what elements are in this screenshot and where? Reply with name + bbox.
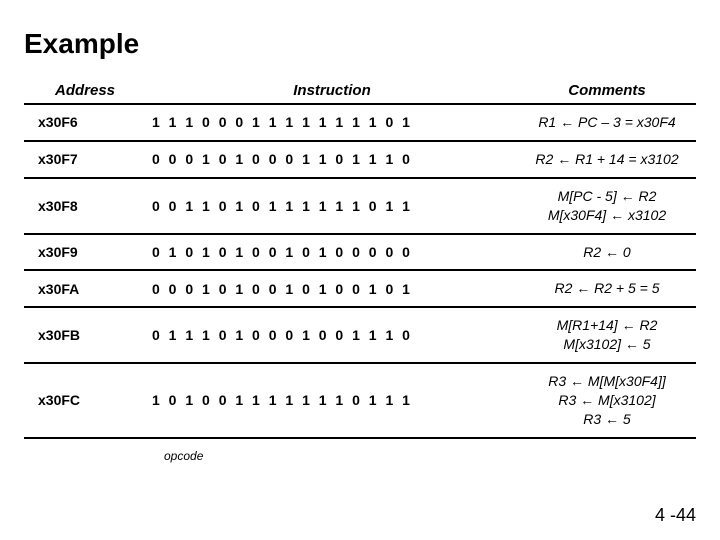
table-row: x30F9 0 1 0 1 0 1 0 0 1 0 1 0 0 0 0 0 R2… — [24, 234, 696, 271]
table-header: Address Instruction Comments — [24, 78, 696, 104]
cell-instruction: 0 0 1 1 0 1 0 1 1 1 1 1 1 0 1 1 — [146, 178, 518, 234]
table-row: x30FB 0 1 1 1 0 1 0 0 0 1 0 0 1 1 1 0 M[… — [24, 307, 696, 363]
page-number: 4 -44 — [655, 505, 696, 526]
cell-comment: M[PC - 5] ← R2M[x30F4] ← x3102 — [518, 178, 696, 234]
cell-instruction: 0 1 1 1 0 1 0 0 0 1 0 0 1 1 1 0 — [146, 307, 518, 363]
cell-comment: M[R1+14] ← R2M[x3102] ← 5 — [518, 307, 696, 363]
slide-page: Example Address Instruction Comments x30… — [0, 0, 720, 540]
opcode-label: opcode — [164, 449, 696, 463]
cell-address: x30F8 — [24, 178, 146, 234]
table-row: x30F7 0 0 0 1 0 1 0 0 0 1 1 0 1 1 1 0 R2… — [24, 141, 696, 178]
table-row: x30F8 0 0 1 1 0 1 0 1 1 1 1 1 1 0 1 1 M[… — [24, 178, 696, 234]
page-title: Example — [24, 28, 696, 60]
cell-comment: R2 ← R2 + 5 = 5 — [518, 270, 696, 307]
cell-comment: R2 ← 0 — [518, 234, 696, 271]
cell-comment: R3 ← M[M[x30F4]]R3 ← M[x3102]R3 ← 5 — [518, 363, 696, 438]
cell-address: x30F6 — [24, 104, 146, 141]
instruction-table: Address Instruction Comments x30F6 1 1 1… — [24, 78, 696, 439]
cell-instruction: 0 0 0 1 0 1 0 0 1 0 1 0 0 1 0 1 — [146, 270, 518, 307]
cell-comment: R1 ← PC – 3 = x30F4 — [518, 104, 696, 141]
cell-instruction: 1 1 1 0 0 0 1 1 1 1 1 1 1 1 0 1 — [146, 104, 518, 141]
table-body: x30F6 1 1 1 0 0 0 1 1 1 1 1 1 1 1 0 1 R1… — [24, 104, 696, 438]
header-address: Address — [24, 78, 146, 104]
header-instruction: Instruction — [146, 78, 518, 104]
cell-address: x30F9 — [24, 234, 146, 271]
cell-instruction: 0 1 0 1 0 1 0 0 1 0 1 0 0 0 0 0 — [146, 234, 518, 271]
cell-instruction: 1 0 1 0 0 1 1 1 1 1 1 1 0 1 1 1 — [146, 363, 518, 438]
cell-address: x30FC — [24, 363, 146, 438]
cell-address: x30F7 — [24, 141, 146, 178]
header-comments: Comments — [518, 78, 696, 104]
cell-comment: R2 ← R1 + 14 = x3102 — [518, 141, 696, 178]
cell-instruction: 0 0 0 1 0 1 0 0 0 1 1 0 1 1 1 0 — [146, 141, 518, 178]
cell-address: x30FA — [24, 270, 146, 307]
cell-address: x30FB — [24, 307, 146, 363]
table-row: x30FA 0 0 0 1 0 1 0 0 1 0 1 0 0 1 0 1 R2… — [24, 270, 696, 307]
table-row: x30F6 1 1 1 0 0 0 1 1 1 1 1 1 1 1 0 1 R1… — [24, 104, 696, 141]
table-row: x30FC 1 0 1 0 0 1 1 1 1 1 1 1 0 1 1 1 R3… — [24, 363, 696, 438]
